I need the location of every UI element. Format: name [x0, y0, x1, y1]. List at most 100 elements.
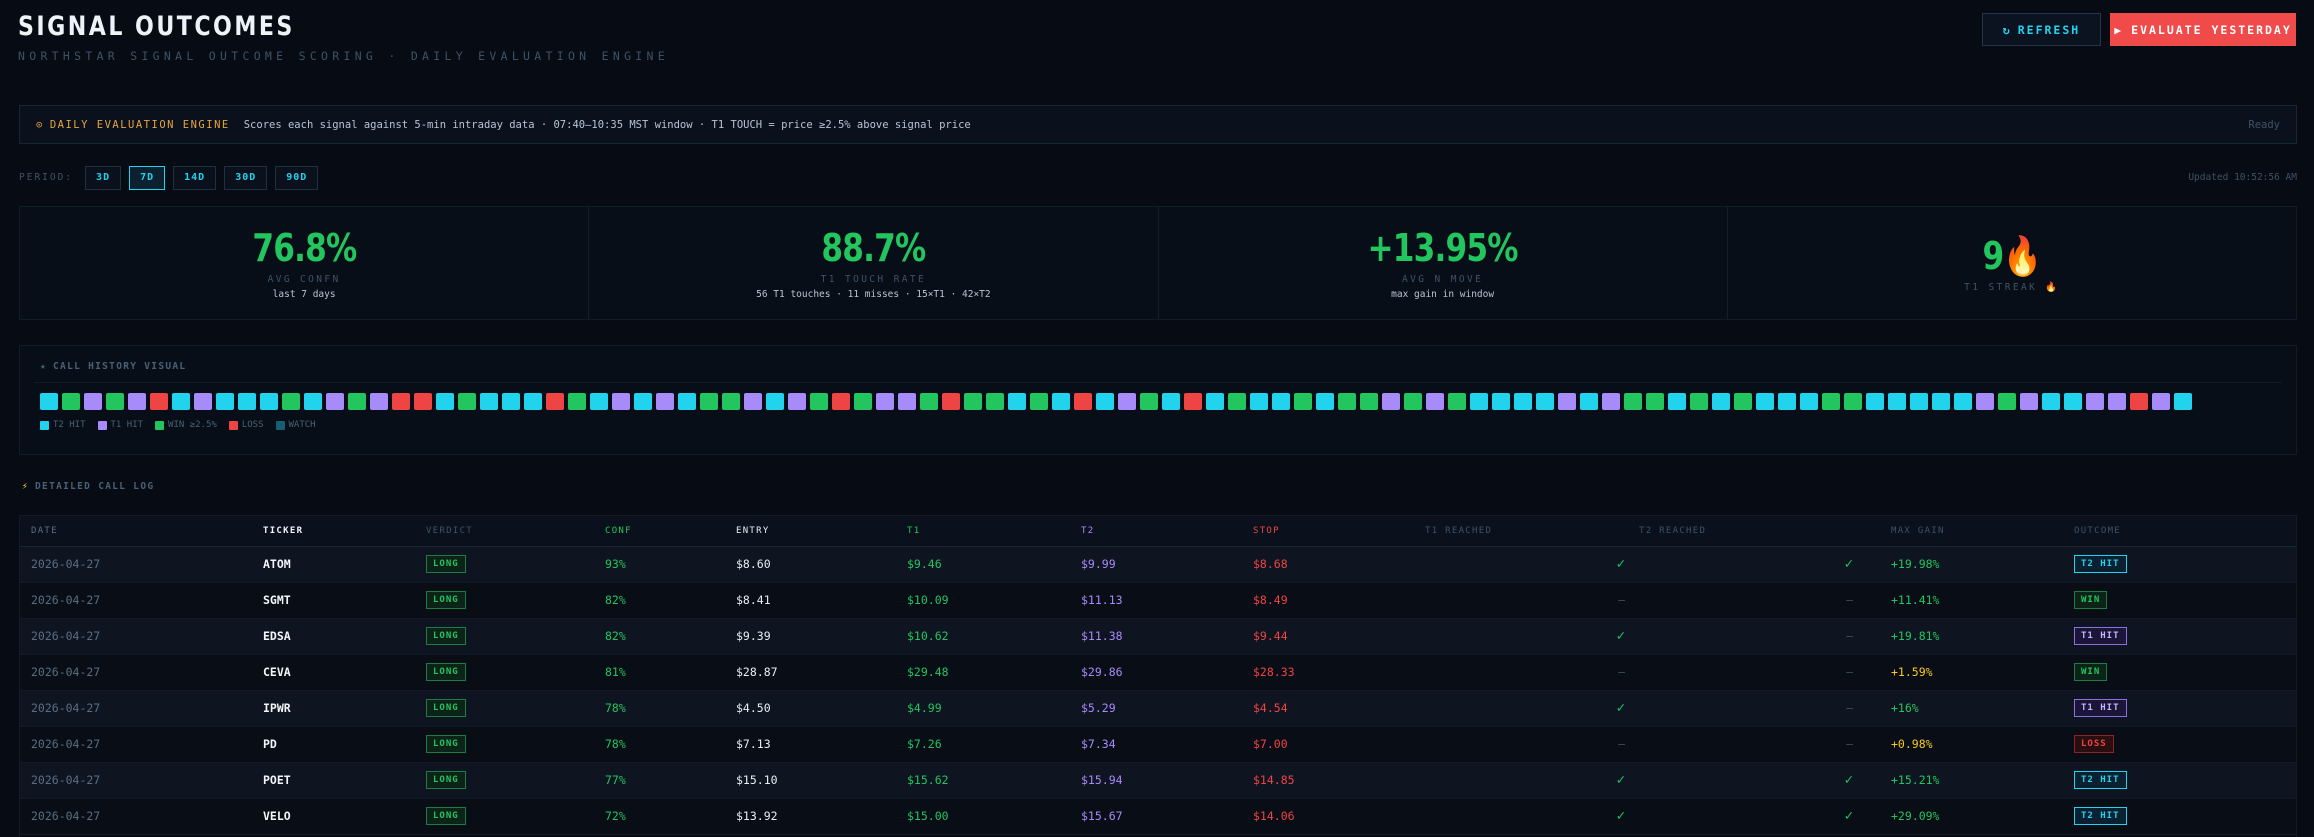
- history-square-t2[interactable]: [1756, 393, 1774, 410]
- history-square-t1[interactable]: [2086, 393, 2104, 410]
- history-square-t2[interactable]: [2042, 393, 2060, 410]
- history-square-t2[interactable]: [260, 393, 278, 410]
- history-square-t2[interactable]: [172, 393, 190, 410]
- history-square-t2[interactable]: [766, 393, 784, 410]
- history-square-t2[interactable]: [40, 393, 58, 410]
- table-row[interactable]: 2026-04-27 EDSA LONG 82% $9.39 $10.62 $11.38 $9…: [20, 618, 2296, 655]
- history-square-loss[interactable]: [942, 393, 960, 410]
- history-square-t1[interactable]: [2108, 393, 2126, 410]
- history-square-win[interactable]: [348, 393, 366, 410]
- column-header-date[interactable]: DATE: [20, 516, 263, 547]
- column-header-t2-reached[interactable]: T2 REACHED: [1639, 516, 1867, 547]
- history-square-t2[interactable]: [1910, 393, 1928, 410]
- history-square-t2[interactable]: [216, 393, 234, 410]
- history-square-t2[interactable]: [1272, 393, 1290, 410]
- history-square-win[interactable]: [282, 393, 300, 410]
- history-square-win[interactable]: [62, 393, 80, 410]
- history-square-win[interactable]: [920, 393, 938, 410]
- history-square-win[interactable]: [1822, 393, 1840, 410]
- history-square-t2[interactable]: [436, 393, 454, 410]
- table-row[interactable]: 2026-04-27 POET LONG 77% $15.10 $15.62 $15.94 $…: [20, 762, 2296, 799]
- history-square-t2[interactable]: [634, 393, 652, 410]
- history-square-loss[interactable]: [546, 393, 564, 410]
- history-square-win[interactable]: [1448, 393, 1466, 410]
- history-square-t2[interactable]: [1580, 393, 1598, 410]
- history-square-win[interactable]: [810, 393, 828, 410]
- history-square-win[interactable]: [1030, 393, 1048, 410]
- history-square-t1[interactable]: [2152, 393, 2170, 410]
- history-square-win[interactable]: [1228, 393, 1246, 410]
- history-square-t2[interactable]: [1250, 393, 1268, 410]
- history-square-t1[interactable]: [84, 393, 102, 410]
- history-square-t2[interactable]: [2174, 393, 2192, 410]
- history-square-t1[interactable]: [194, 393, 212, 410]
- history-square-t1[interactable]: [612, 393, 630, 410]
- history-square-win[interactable]: [1734, 393, 1752, 410]
- history-square-t1[interactable]: [1558, 393, 1576, 410]
- history-square-win[interactable]: [1338, 393, 1356, 410]
- history-square-t2[interactable]: [1008, 393, 1026, 410]
- period-button-30d[interactable]: 30D: [224, 165, 268, 190]
- column-header-ticker[interactable]: TICKER: [263, 516, 426, 547]
- column-header-t1[interactable]: T1: [907, 516, 1081, 547]
- history-square-t2[interactable]: [1778, 393, 1796, 410]
- history-square-t2[interactable]: [1096, 393, 1114, 410]
- history-square-t1[interactable]: [2020, 393, 2038, 410]
- history-square-win[interactable]: [1690, 393, 1708, 410]
- history-square-t1[interactable]: [1602, 393, 1620, 410]
- history-square-t2[interactable]: [678, 393, 696, 410]
- history-square-loss[interactable]: [1074, 393, 1092, 410]
- history-square-t1[interactable]: [1118, 393, 1136, 410]
- history-square-t2[interactable]: [1668, 393, 1686, 410]
- history-square-t1[interactable]: [128, 393, 146, 410]
- history-square-win[interactable]: [964, 393, 982, 410]
- history-square-t1[interactable]: [1976, 393, 1994, 410]
- refresh-button[interactable]: ↻ REFRESH: [1982, 13, 2101, 46]
- history-square-t1[interactable]: [744, 393, 762, 410]
- history-square-t1[interactable]: [326, 393, 344, 410]
- history-square-t2[interactable]: [1866, 393, 1884, 410]
- history-square-win[interactable]: [1646, 393, 1664, 410]
- history-square-loss[interactable]: [414, 393, 432, 410]
- history-square-win[interactable]: [1294, 393, 1312, 410]
- history-square-win[interactable]: [1140, 393, 1158, 410]
- table-row[interactable]: 2026-04-27 SGMT LONG 82% $8.41 $10.09 $11.13 $8…: [20, 582, 2296, 619]
- table-row[interactable]: 2026-04-27 PD LONG 78% $7.13 $7.26 $7.34 $7.00 —…: [20, 726, 2296, 763]
- period-button-90d[interactable]: 90D: [275, 165, 319, 190]
- history-square-t2[interactable]: [1514, 393, 1532, 410]
- history-square-t2[interactable]: [2064, 393, 2082, 410]
- history-square-loss[interactable]: [150, 393, 168, 410]
- history-square-loss[interactable]: [1184, 393, 1202, 410]
- column-header-t2[interactable]: T2: [1081, 516, 1253, 547]
- history-square-t2[interactable]: [238, 393, 256, 410]
- history-square-t2[interactable]: [524, 393, 542, 410]
- history-square-t2[interactable]: [502, 393, 520, 410]
- column-header-outcome[interactable]: OUTCOME: [2074, 516, 2296, 547]
- table-row[interactable]: 2026-04-27 ATOM LONG 93% $8.60 $9.46 $9.99 $8.6…: [20, 546, 2296, 583]
- period-button-7d[interactable]: 7D: [129, 165, 166, 190]
- history-square-t2[interactable]: [480, 393, 498, 410]
- history-square-win[interactable]: [854, 393, 872, 410]
- history-square-t2[interactable]: [1162, 393, 1180, 410]
- column-header-stop[interactable]: STOP: [1253, 516, 1425, 547]
- history-square-t2[interactable]: [304, 393, 322, 410]
- history-square-t1[interactable]: [876, 393, 894, 410]
- history-square-t2[interactable]: [1888, 393, 1906, 410]
- history-square-t2[interactable]: [1316, 393, 1334, 410]
- period-button-14d[interactable]: 14D: [173, 165, 217, 190]
- history-square-t2[interactable]: [1800, 393, 1818, 410]
- history-square-t1[interactable]: [898, 393, 916, 410]
- history-square-win[interactable]: [458, 393, 476, 410]
- history-square-win[interactable]: [1404, 393, 1422, 410]
- history-square-t2[interactable]: [1712, 393, 1730, 410]
- history-square-t2[interactable]: [1492, 393, 1510, 410]
- history-square-t2[interactable]: [1206, 393, 1224, 410]
- history-square-t1[interactable]: [370, 393, 388, 410]
- history-square-win[interactable]: [722, 393, 740, 410]
- history-square-t2[interactable]: [1932, 393, 1950, 410]
- period-button-3d[interactable]: 3D: [85, 165, 122, 190]
- evaluate-yesterday-button[interactable]: ▶ EVALUATE YESTERDAY: [2110, 13, 2296, 46]
- history-square-t2[interactable]: [590, 393, 608, 410]
- history-square-t1[interactable]: [1426, 393, 1444, 410]
- table-row[interactable]: 2026-04-27 VELO LONG 72% $13.92 $15.00 $15.67 $…: [20, 798, 2296, 835]
